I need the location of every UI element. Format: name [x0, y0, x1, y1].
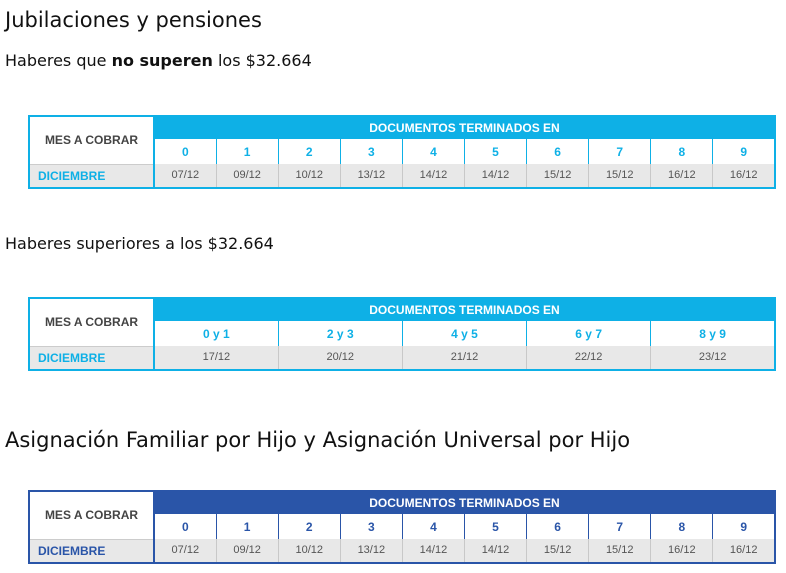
- date-cell: 15/12: [588, 539, 651, 563]
- digit-cell: 2: [277, 514, 341, 539]
- digit-cell: 9: [712, 139, 775, 164]
- date-cell: 14/12: [463, 164, 527, 188]
- date-cell: 16/12: [650, 539, 713, 563]
- dates-row: DICIEMBRE 07/12 09/12 10/12 13/12 14/12 14/12 1…: [29, 164, 775, 188]
- digit-cell: 5: [463, 514, 527, 539]
- month-cell: DICIEMBRE: [29, 164, 155, 188]
- digit-cell: 8 y 9: [650, 321, 775, 346]
- date-cell: 14/12: [401, 164, 465, 188]
- date-cell: 22/12: [526, 346, 651, 370]
- docs-header: DOCUMENTOS TERMINADOS EN: [154, 491, 775, 514]
- digit-cell: 4: [401, 139, 465, 164]
- payment-table: MES A COBRAR DOCUMENTOS TERMINADOS EN 0 1 2 3…: [28, 115, 776, 189]
- digit-cell: 0: [153, 139, 217, 164]
- date-cell: 14/12: [463, 539, 527, 563]
- heading: Jubilaciones y pensiones: [5, 8, 262, 32]
- date-cell: 14/12: [401, 539, 465, 563]
- date-cell: 16/12: [650, 164, 713, 188]
- month-header: MES A COBRAR: [29, 116, 155, 165]
- digit-cell: 0 y 1: [153, 321, 279, 346]
- header-row: MES A COBRAR DOCUMENTOS TERMINADOS EN: [29, 491, 775, 540]
- month-header: MES A COBRAR: [29, 298, 155, 347]
- digit-cell: 3: [339, 139, 403, 164]
- digit-cell: 2: [277, 139, 341, 164]
- digit-cell: 7: [588, 514, 651, 539]
- table-body: MES A COBRAR DOCUMENTOS TERMINADOS EN 0 1 2 3…: [29, 491, 775, 563]
- heading: Asignación Familiar por Hijo y Asignació…: [5, 428, 631, 452]
- payment-table: MES A COBRAR DOCUMENTOS TERMINADOS EN 0 y …: [28, 297, 776, 371]
- table-body: MES A COBRAR DOCUMENTOS TERMINADOS EN 0 1 2 3…: [29, 116, 775, 188]
- date-cell: 09/12: [215, 164, 279, 188]
- digit-cell: 8: [650, 514, 713, 539]
- dates-row: DICIEMBRE 17/12 20/12 21/12 22/12 23/12: [29, 346, 775, 370]
- date-cell: 13/12: [339, 164, 403, 188]
- subtitle-bold: no superen: [111, 51, 213, 70]
- digit-cell: 2 y 3: [277, 321, 403, 346]
- date-cell: 07/12: [153, 164, 217, 188]
- digit-cell: 9: [712, 514, 775, 539]
- table-body: MES A COBRAR DOCUMENTOS TERMINADOS EN 0 y …: [29, 298, 775, 370]
- digit-cell: 3: [339, 514, 403, 539]
- payment-table: MES A COBRAR DOCUMENTOS TERMINADOS EN 0 1 2 3…: [28, 490, 776, 564]
- digit-cell: 6: [526, 139, 589, 164]
- subtitle: Haberes que no superen los $32.664: [5, 51, 312, 70]
- digit-cell: 4 y 5: [401, 321, 527, 346]
- month-cell: DICIEMBRE: [29, 346, 155, 370]
- date-cell: 10/12: [277, 164, 341, 188]
- subtitle-text: Haberes que: [5, 51, 112, 70]
- date-cell: 16/12: [712, 539, 775, 563]
- date-cell: 15/12: [588, 164, 651, 188]
- date-cell: 20/12: [277, 346, 403, 370]
- digit-cell: 8: [650, 139, 713, 164]
- date-cell: 16/12: [712, 164, 775, 188]
- docs-header: DOCUMENTOS TERMINADOS EN: [154, 116, 775, 139]
- date-cell: 07/12: [153, 539, 217, 563]
- digit-cell: 5: [463, 139, 527, 164]
- date-cell: 23/12: [650, 346, 775, 370]
- digit-cell: 7: [588, 139, 651, 164]
- date-cell: 17/12: [153, 346, 279, 370]
- date-cell: 15/12: [526, 164, 589, 188]
- digit-cell: 1: [215, 514, 279, 539]
- dates-row: DICIEMBRE 07/12 09/12 10/12 13/12 14/12 14/12 1…: [29, 539, 775, 563]
- digit-cell: 1: [215, 139, 279, 164]
- month-header: MES A COBRAR: [29, 491, 155, 540]
- date-cell: 13/12: [339, 539, 403, 563]
- header-row: MES A COBRAR DOCUMENTOS TERMINADOS EN: [29, 298, 775, 347]
- subtitle: Haberes superiores a los $32.664: [5, 234, 274, 253]
- date-cell: 09/12: [215, 539, 279, 563]
- date-cell: 10/12: [277, 539, 341, 563]
- header-row: MES A COBRAR DOCUMENTOS TERMINADOS EN: [29, 116, 775, 165]
- digit-cell: 4: [401, 514, 465, 539]
- docs-header: DOCUMENTOS TERMINADOS EN: [154, 298, 775, 321]
- month-cell: DICIEMBRE: [29, 539, 155, 563]
- subtitle-text: los $32.664: [212, 51, 312, 70]
- date-cell: 15/12: [526, 539, 589, 563]
- date-cell: 21/12: [401, 346, 527, 370]
- digit-cell: 6 y 7: [526, 321, 651, 346]
- digit-cell: 0: [153, 514, 217, 539]
- digit-cell: 6: [526, 514, 589, 539]
